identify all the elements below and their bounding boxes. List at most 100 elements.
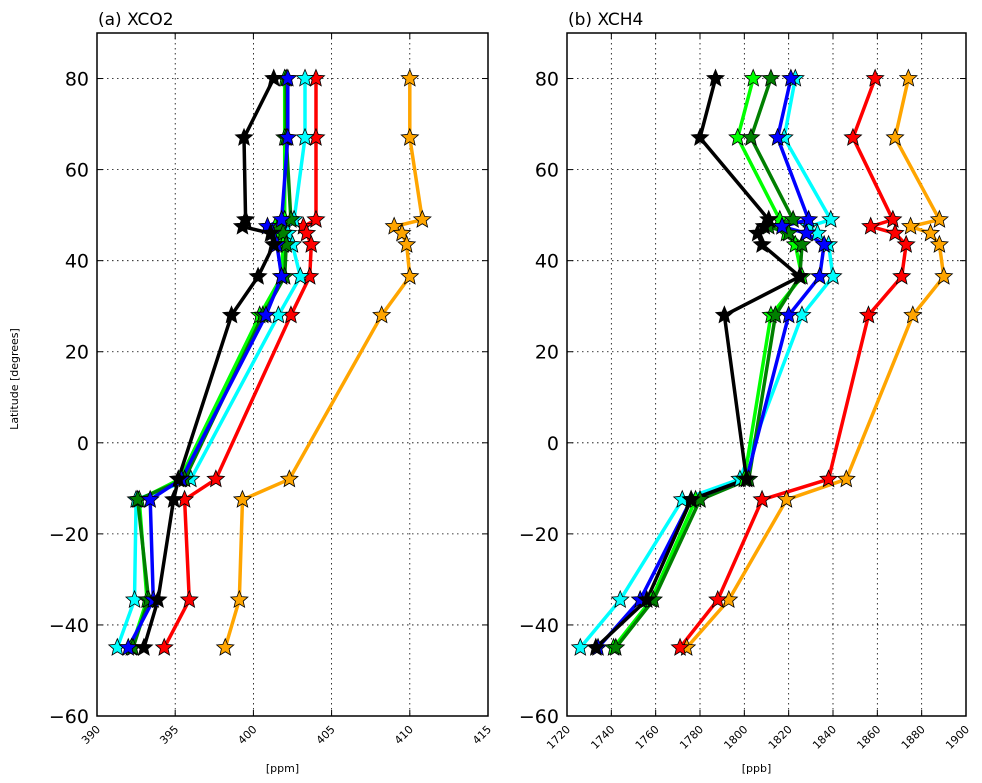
data-point-star xyxy=(148,589,168,609)
data-point-star xyxy=(610,589,630,609)
data-point-star xyxy=(400,127,420,146)
x-tick-label: 1860 xyxy=(854,723,883,752)
y-tick-label: 0 xyxy=(77,433,89,455)
data-point-star xyxy=(898,68,918,87)
series-line xyxy=(126,78,290,649)
data-point-star xyxy=(670,637,690,656)
y-tick-label: −20 xyxy=(49,524,89,546)
data-point-star xyxy=(412,209,432,228)
series-line xyxy=(685,78,946,649)
data-point-star xyxy=(885,223,905,242)
data-point-star xyxy=(883,209,903,228)
y-tick-label: −20 xyxy=(519,524,559,546)
series-line xyxy=(594,78,802,649)
data-point-star xyxy=(179,589,199,609)
data-point-star xyxy=(736,469,757,488)
x-tick-label: 405 xyxy=(314,723,338,747)
data-point-star xyxy=(761,68,781,87)
panel-title: (b) XCH4 xyxy=(568,10,643,30)
y-tick-label: 80 xyxy=(65,69,89,91)
data-point-star xyxy=(741,127,761,146)
data-point-star xyxy=(264,234,284,253)
data-point-star xyxy=(929,209,949,228)
data-point-star xyxy=(714,305,734,324)
data-point-star xyxy=(221,305,242,324)
data-point-star xyxy=(810,266,830,285)
data-point-star xyxy=(743,68,763,87)
panel-title: (a) XCO2 xyxy=(98,10,174,30)
data-point-star xyxy=(799,209,819,228)
y-tick-label: 40 xyxy=(535,251,559,273)
data-point-star xyxy=(792,234,812,253)
data-point-star xyxy=(819,469,839,488)
data-point-star xyxy=(934,266,954,285)
data-point-star xyxy=(752,489,772,508)
x-tick-label: 395 xyxy=(157,723,181,747)
data-point-star xyxy=(843,127,863,146)
data-point-star xyxy=(708,589,728,609)
data-point-star xyxy=(892,266,912,285)
data-point-star xyxy=(814,234,834,253)
data-point-star xyxy=(836,469,856,488)
data-point-star xyxy=(168,469,188,488)
plot-frame xyxy=(96,32,489,717)
data-point-star xyxy=(271,209,292,228)
data-point-star xyxy=(229,589,249,609)
x-tick-label: 410 xyxy=(392,723,416,747)
x-tick-label: 1820 xyxy=(766,723,795,752)
data-point-star xyxy=(821,209,841,228)
data-point-star xyxy=(920,223,941,242)
data-point-star xyxy=(768,127,788,146)
data-point-star xyxy=(752,234,772,253)
x-tick-label: 1900 xyxy=(943,723,972,752)
x-axis-label: [ppm] xyxy=(266,762,299,775)
data-point-star xyxy=(206,469,226,488)
data-point-star xyxy=(586,637,606,656)
data-point-star xyxy=(861,216,881,235)
data-point-star xyxy=(306,209,326,228)
data-point-star xyxy=(400,266,420,285)
data-point-star xyxy=(261,223,281,242)
series-line xyxy=(678,77,908,649)
x-tick-label: 1880 xyxy=(899,723,928,752)
data-point-star xyxy=(140,489,160,508)
data-point-star xyxy=(790,266,810,285)
x-tick-label: 400 xyxy=(235,723,259,747)
data-point-star xyxy=(776,489,797,508)
y-tick-label: 60 xyxy=(535,160,559,182)
data-point-star xyxy=(278,127,298,146)
y-axis-label: Latitude [degrees] xyxy=(8,328,21,430)
data-point-star xyxy=(705,68,726,87)
data-point-star xyxy=(772,216,792,235)
data-point-star xyxy=(865,68,885,87)
x-tick-label: 1760 xyxy=(633,723,662,752)
x-tick-label: 1740 xyxy=(588,723,617,752)
data-point-star xyxy=(301,234,321,253)
data-point-star xyxy=(232,489,253,508)
data-point-star xyxy=(234,127,254,146)
series-line xyxy=(578,78,835,649)
x-tick-label: 1800 xyxy=(721,723,750,752)
data-point-star xyxy=(929,234,949,253)
data-point-star xyxy=(690,127,710,146)
y-tick-label: −40 xyxy=(519,615,559,637)
x-tick-label: 1840 xyxy=(810,723,839,752)
data-point-star xyxy=(901,216,921,235)
x-tick-label: 1780 xyxy=(677,723,706,752)
data-point-star xyxy=(264,68,284,87)
data-point-star xyxy=(606,637,626,656)
data-point-star xyxy=(164,489,184,508)
y-tick-label: −60 xyxy=(49,706,89,728)
data-point-star xyxy=(248,266,268,285)
series-line xyxy=(142,77,276,649)
data-point-star xyxy=(796,223,816,242)
data-point-star xyxy=(397,234,417,253)
y-tick-label: 20 xyxy=(65,342,89,364)
data-point-star xyxy=(681,489,701,508)
data-point-star xyxy=(256,305,276,324)
series-line xyxy=(162,78,318,649)
data-point-star xyxy=(295,68,315,87)
data-point-star xyxy=(232,216,253,235)
